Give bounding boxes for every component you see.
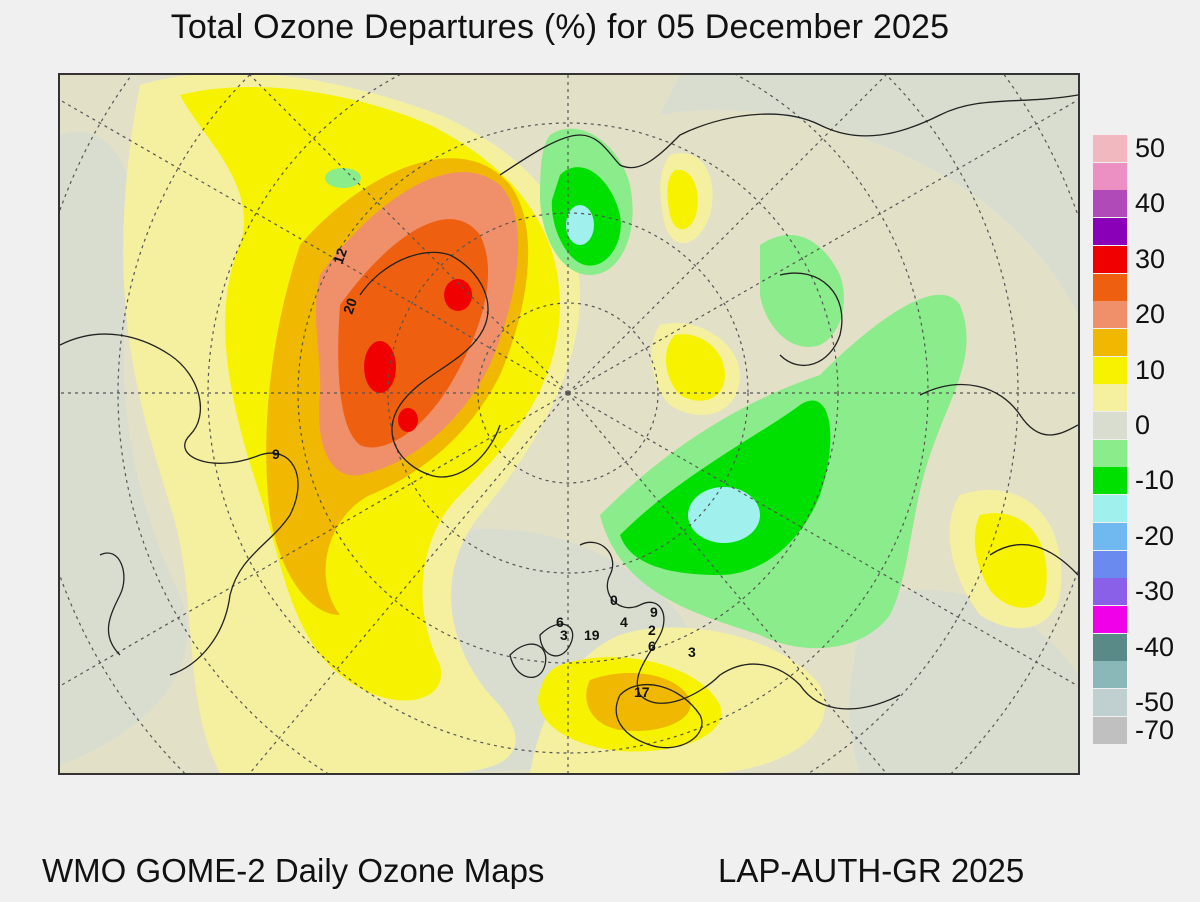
ozone-map: 12 20 9 6 3 19 0 4 9 2 6 3 17 (58, 73, 1080, 775)
legend-swatch (1093, 689, 1127, 716)
station-value: 6 (648, 638, 656, 654)
station-value: 12 (330, 246, 350, 266)
legend-swatch (1093, 245, 1127, 273)
ozone-map-svg: 12 20 9 6 3 19 0 4 9 2 6 3 17 (60, 75, 1078, 773)
legend-swatch (1093, 495, 1127, 523)
legend-swatch (1093, 218, 1127, 246)
legend-label: -40 (1135, 631, 1175, 662)
positive-30-zone (398, 408, 418, 432)
legend-swatch (1093, 716, 1127, 744)
legend-label: 10 (1135, 354, 1166, 385)
station-value: 0 (610, 592, 618, 608)
positive-30-zone (364, 341, 396, 393)
station-value: 9 (650, 604, 658, 620)
negative-5-10-zone (760, 235, 844, 347)
legend-label: -10 (1135, 465, 1175, 496)
coastlines (60, 94, 1078, 749)
legend-label: 40 (1135, 188, 1166, 219)
legend-swatch (1093, 328, 1127, 356)
legend-label: -50 (1135, 687, 1175, 717)
positive-10-zone (667, 169, 698, 230)
map-title: Total Ozone Departures (%) for 05 Decemb… (170, 8, 950, 46)
legend-label: 0 (1135, 410, 1151, 440)
legend-swatch (1093, 578, 1127, 606)
legend-swatch (1093, 162, 1127, 190)
footer-source: WMO GOME-2 Daily Ozone Maps (42, 852, 545, 889)
legend-swatch (1093, 633, 1127, 661)
footer-credit: LAP-AUTH-GR 2025 (718, 852, 1025, 889)
legend-label: 50 (1135, 133, 1166, 163)
legend-swatch (1093, 356, 1127, 384)
legend-swatch (1093, 135, 1127, 162)
legend-label: -20 (1135, 520, 1175, 551)
color-legend: 50 40 30 20 10 0 -10 -20 -30 -40 -50 -70 (1093, 135, 1193, 745)
graticule (60, 75, 1078, 773)
legend-swatch (1093, 190, 1127, 218)
station-value: 9 (272, 446, 280, 462)
legend-swatch (1093, 522, 1127, 550)
station-values: 12 20 9 6 3 19 0 4 9 2 6 3 17 (272, 246, 696, 700)
zero-contour-zone (60, 131, 188, 765)
legend-swatch (1093, 661, 1127, 689)
station-value: 3 (560, 627, 568, 643)
legend-swatch (1093, 439, 1127, 467)
positive-30-zone (444, 279, 472, 311)
station-value: 2 (648, 622, 656, 638)
station-value: 3 (688, 644, 696, 660)
legend-swatch (1093, 550, 1127, 578)
legend-swatch (1093, 301, 1127, 329)
negative-20-zone (688, 487, 760, 543)
legend-label: 30 (1135, 243, 1166, 274)
station-value: 19 (584, 627, 600, 643)
station-value: 4 (620, 614, 628, 630)
station-value: 17 (634, 684, 650, 700)
legend-label: 20 (1135, 299, 1166, 330)
zero-contour-zone (660, 75, 1078, 315)
negative-5-10-zone (325, 168, 361, 188)
legend-swatch (1093, 467, 1127, 495)
zero-contour-zone (849, 589, 1078, 773)
legend-label: -70 (1135, 714, 1175, 745)
legend-swatch (1093, 605, 1127, 633)
legend-swatch (1093, 412, 1127, 439)
station-value: 20 (340, 296, 360, 316)
legend-swatch (1093, 273, 1127, 301)
legend-label: -30 (1135, 576, 1175, 607)
positive-10-zone (665, 334, 725, 401)
negative-20-zone (566, 205, 594, 245)
station-value: 6 (556, 614, 564, 630)
legend-swatch (1093, 384, 1127, 412)
positive-10-zone (974, 513, 1047, 608)
